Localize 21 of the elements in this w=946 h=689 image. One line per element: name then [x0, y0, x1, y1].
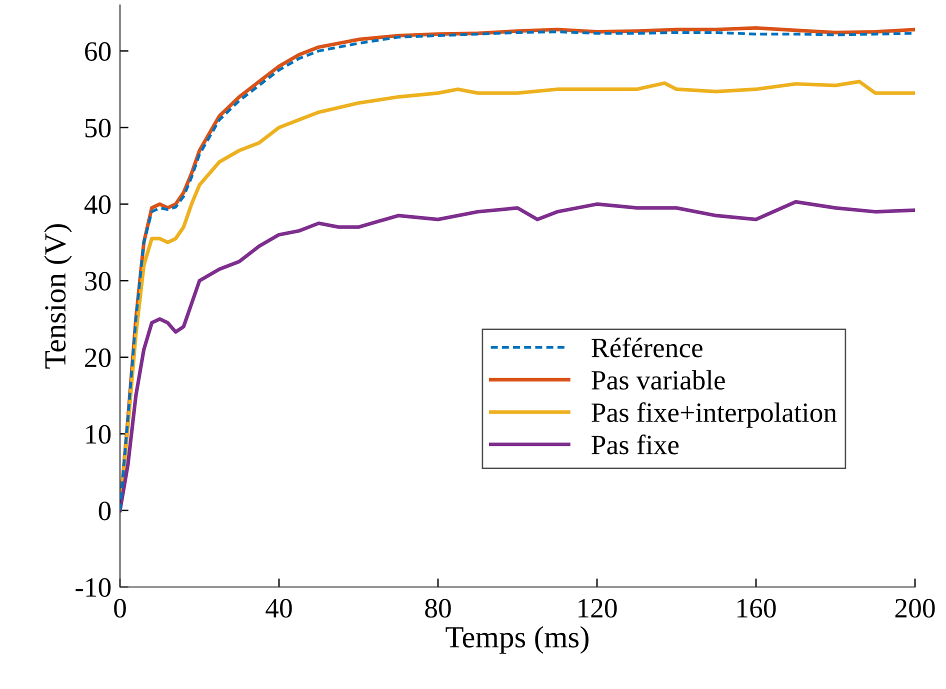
line-series — [120, 200, 915, 512]
y-tick-label: 40 — [84, 195, 111, 214]
x-tick-label: 120 — [578, 598, 617, 618]
y-tick-label: 60 — [85, 42, 111, 61]
y-tick-label: 10 — [86, 425, 111, 444]
y-tick-label: 30 — [85, 272, 111, 291]
x-tick-label: 80 — [425, 598, 451, 618]
x-tick-label: 160 — [738, 598, 776, 618]
y-axis-title: Tension (V) — [44, 224, 72, 369]
y-tick-label: -10 — [76, 578, 111, 597]
legend-label: Pas fixe+interpolation — [592, 402, 837, 428]
y-tick-label: 20 — [85, 348, 111, 368]
x-tick-label: 200 — [895, 598, 935, 618]
legend-label: Pas variable — [592, 370, 725, 390]
x-axis-title: Temps (ms) — [446, 626, 588, 654]
y-tick-label: 50 — [86, 118, 111, 138]
legend-label: Référence — [592, 338, 702, 358]
x-tick-label: 40 — [266, 598, 292, 618]
legend-label: Pas fixe — [592, 434, 679, 454]
y-tick-label: 0 — [98, 502, 111, 520]
x-tick-label: 0 — [114, 598, 126, 618]
